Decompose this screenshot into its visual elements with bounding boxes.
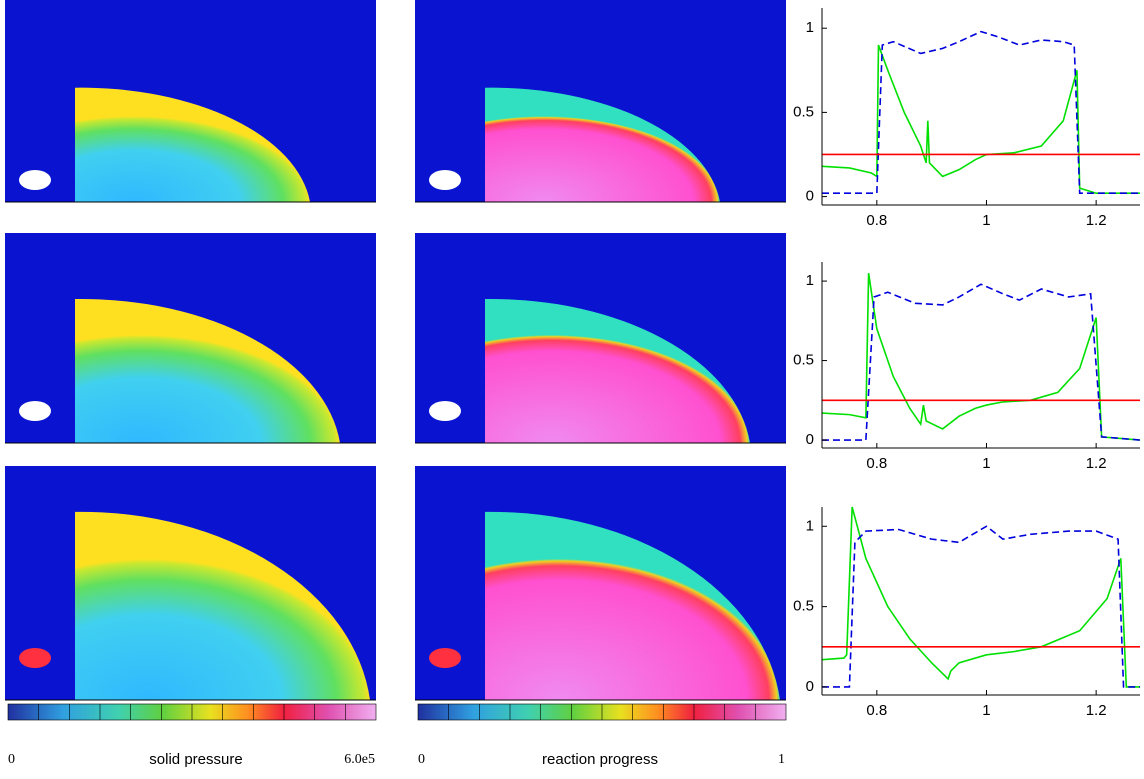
y-tick-label: 0.5 — [793, 352, 814, 369]
field-front — [75, 511, 370, 700]
particle — [429, 401, 461, 421]
colorbar-max: 6.0e5 — [344, 752, 375, 767]
particle — [429, 170, 461, 190]
field-panels — [5, 0, 786, 701]
line-series — [821, 44, 1140, 195]
line-series — [822, 283, 1141, 441]
x-tick-label: 1.2 — [1086, 212, 1107, 229]
x-tick-label: 1.2 — [1086, 702, 1107, 719]
y-tick-label: 0 — [806, 678, 814, 695]
y-tick-label: 1 — [806, 517, 814, 534]
y-tick-label: 0 — [806, 188, 814, 205]
field-front — [485, 511, 780, 700]
field-front — [75, 87, 310, 202]
particle — [19, 648, 51, 668]
y-tick-label: 0.5 — [793, 598, 814, 615]
x-tick-label: 1 — [982, 702, 990, 719]
particle — [19, 170, 51, 190]
y-tick-label: 1 — [806, 272, 814, 289]
particle — [429, 648, 461, 668]
field-front — [485, 87, 720, 202]
line-series — [821, 273, 1141, 441]
y-tick-label: 0 — [806, 431, 814, 448]
x-tick-label: 1.2 — [1086, 455, 1107, 472]
line-series — [822, 525, 1140, 688]
x-tick-label: 0.8 — [866, 212, 887, 229]
colorbar-min: 0 — [8, 752, 15, 767]
x-tick-label: 1 — [982, 455, 990, 472]
colorbar-max: 1 — [778, 752, 785, 767]
line-series — [822, 30, 1140, 195]
y-tick-label: 1 — [806, 19, 814, 36]
colorbar-label: reaction progress — [542, 751, 658, 768]
field-front — [75, 298, 340, 443]
colorbar-label: solid pressure — [149, 751, 242, 768]
y-tick-label: 0.5 — [793, 103, 814, 120]
x-tick-label: 0.8 — [866, 455, 887, 472]
colorbar-min: 0 — [418, 752, 425, 767]
x-tick-label: 1 — [982, 212, 990, 229]
particle — [19, 401, 51, 421]
line-series — [821, 506, 1140, 688]
field-front — [485, 298, 750, 443]
x-tick-label: 0.8 — [866, 702, 887, 719]
